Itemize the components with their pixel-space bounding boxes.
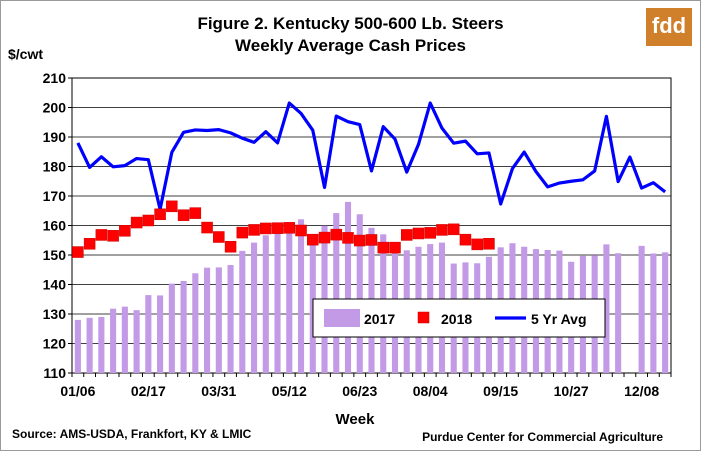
x-tick-label: 09/15 [483, 383, 518, 399]
bar-2017 [74, 319, 81, 373]
bar-2017 [250, 242, 258, 373]
x-tick-label: 05/12 [272, 383, 307, 399]
x-tick-label: 12/08 [624, 383, 659, 399]
bar-2017 [615, 253, 622, 373]
marker-2018 [154, 208, 166, 221]
bar-2017 [286, 223, 293, 373]
chart-title: Figure 2. Kentucky 500-600 Lb. Steers [197, 14, 504, 33]
marker-2018 [342, 232, 354, 244]
x-axis-title: Week [336, 411, 376, 428]
bar-2017 [274, 229, 281, 373]
marker-2018 [95, 229, 108, 241]
marker-2018 [424, 227, 436, 239]
marker-2018 [283, 222, 296, 234]
x-tick-label: 03/31 [201, 383, 236, 399]
marker-2018 [130, 216, 143, 229]
y-tick-label: 120 [43, 336, 67, 352]
marker-2018 [236, 226, 249, 239]
fdd-logo: fdd [646, 8, 692, 46]
y-tick-label: 150 [43, 247, 67, 263]
y-tick-label: 190 [43, 129, 67, 145]
bar-2017 [603, 244, 610, 373]
marker-2018 [248, 224, 260, 236]
marker-2018 [400, 229, 413, 241]
bar-2017 [239, 250, 246, 373]
marker-2018 [224, 240, 237, 253]
marker-2018 [377, 241, 389, 254]
x-tick-label: 01/06 [60, 383, 95, 399]
marker-2018 [107, 230, 119, 242]
marker-2018 [471, 238, 483, 251]
marker-2018 [177, 209, 190, 221]
legend-swatch-2018 [417, 311, 430, 324]
legend-label-2018: 2018 [441, 311, 472, 327]
legend-label-5yr-avg: 5 Yr Avg [531, 311, 587, 327]
bar-2017 [192, 273, 199, 373]
marker-2018 [436, 224, 448, 236]
y-tick-label: 180 [43, 159, 67, 175]
marker-2018 [330, 228, 343, 241]
source-note: Source: AMS-USDA, Frankfort, KY & LMIC [12, 427, 252, 441]
marker-2018 [389, 241, 401, 254]
bar-2017 [344, 201, 352, 373]
bar-2017 [204, 267, 211, 373]
marker-2018 [483, 238, 495, 250]
marker-2018 [307, 233, 319, 246]
bar-2017 [145, 295, 152, 373]
marker-2018 [459, 233, 472, 246]
bar-2017 [227, 265, 234, 373]
x-tick-label: 06/23 [342, 383, 377, 399]
marker-2018 [295, 224, 307, 237]
marker-2018 [318, 231, 331, 244]
marker-2018 [354, 234, 366, 247]
bar-2017 [157, 295, 164, 373]
line-5yr-avg [76, 101, 667, 211]
marker-2018 [365, 234, 378, 246]
bar-2017 [356, 214, 363, 373]
marker-2018 [119, 225, 131, 237]
marker-2018 [213, 231, 225, 243]
marker-2018 [271, 222, 284, 234]
bar-2017 [180, 280, 187, 373]
bar-2017 [215, 267, 222, 373]
bar-2017 [638, 245, 645, 373]
bar-2017 [110, 308, 117, 373]
bar-2017 [121, 306, 128, 373]
legend-swatch-2017 [324, 309, 360, 327]
marker-2018 [142, 214, 155, 227]
credit-note: Purdue Center for Commercial Agriculture [422, 430, 663, 444]
marker-2018 [166, 200, 178, 213]
bar-2017 [86, 317, 93, 373]
y-tick-label: 170 [43, 188, 67, 204]
marker-2018 [83, 238, 96, 250]
y-tick-label: 200 [43, 100, 67, 116]
legend-label-2017: 2017 [364, 311, 395, 327]
bar-2017 [168, 283, 175, 373]
y-tick-label: 140 [43, 277, 67, 293]
y-axis-unit-label: $/cwt [8, 46, 44, 62]
bar-2017 [133, 310, 140, 373]
chart-subtitle: Weekly Average Cash Prices [235, 36, 466, 55]
marker-2018 [189, 207, 202, 219]
marker-2018 [72, 246, 84, 258]
y-tick-label: 130 [43, 306, 67, 322]
y-tick-label: 110 [43, 365, 66, 381]
marker-2018 [447, 223, 460, 236]
bar-2017 [650, 253, 657, 373]
marker-2018 [260, 222, 272, 235]
bar-2017 [98, 316, 105, 373]
legend-box [312, 298, 606, 338]
x-tick-label: 08/04 [413, 383, 448, 399]
marker-2018 [412, 227, 425, 240]
bar-2017 [662, 252, 669, 373]
x-tick-label: 10/27 [554, 383, 589, 399]
marker-2018 [201, 221, 213, 234]
y-tick-label: 160 [43, 218, 67, 234]
bar-2017 [262, 235, 269, 373]
x-tick-label: 02/17 [131, 383, 166, 399]
bar-2017 [297, 219, 305, 373]
y-tick-label: 210 [43, 70, 67, 86]
bar-2017 [333, 213, 340, 373]
